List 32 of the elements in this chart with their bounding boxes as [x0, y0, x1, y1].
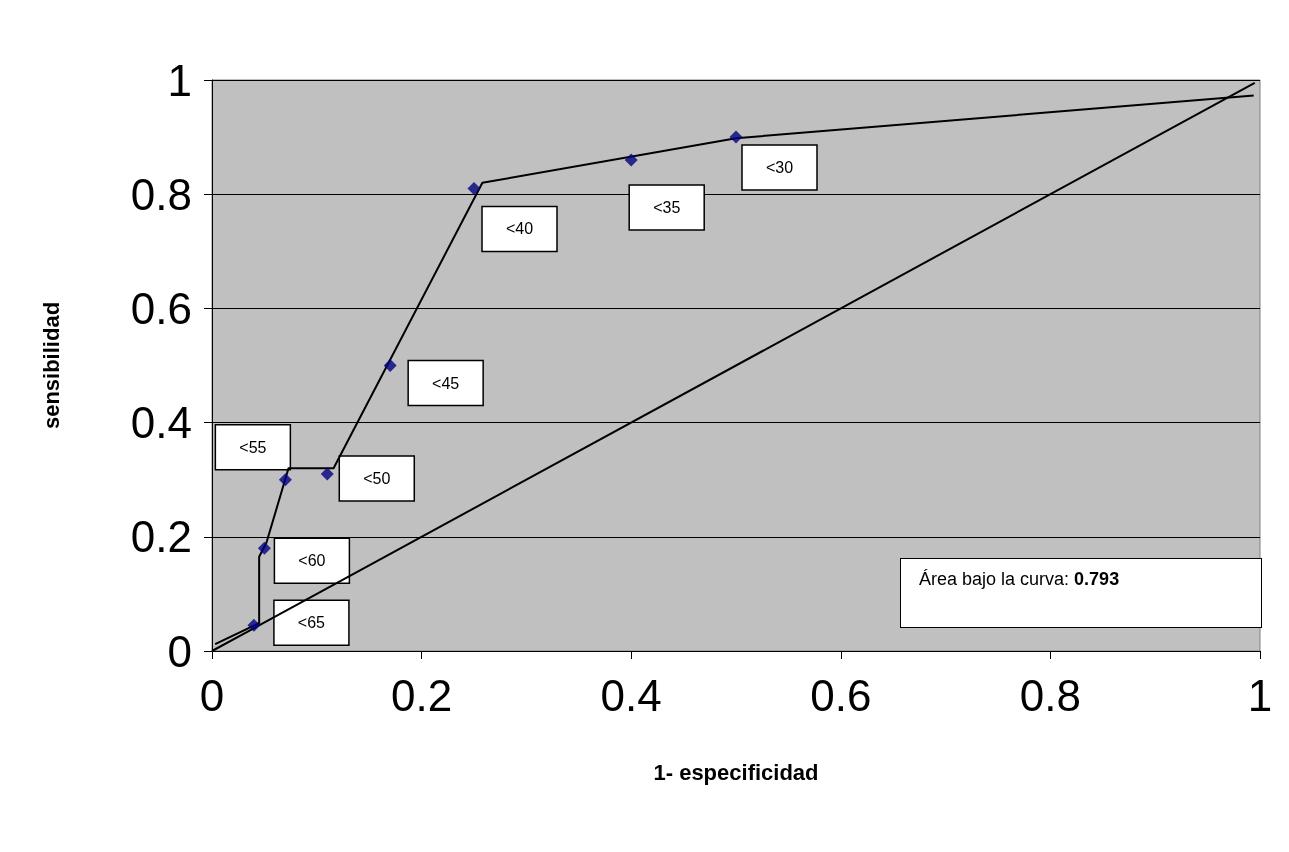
annotation: <50	[363, 469, 391, 487]
y-axis-title: sensibilidad	[38, 301, 64, 430]
x-axis-title: 1- especificidad	[653, 759, 819, 785]
x-tick-label: 0.4	[600, 670, 662, 720]
annotation: <45	[432, 374, 460, 392]
y-tick-label: 0.2	[130, 512, 192, 562]
y-tick-label: 0.6	[130, 283, 192, 333]
point	[257, 541, 271, 555]
y-tick-label: 0.4	[130, 398, 192, 448]
y-tick-label: 1	[167, 55, 192, 105]
x-tick-label: 0.2	[391, 670, 453, 720]
point	[624, 153, 638, 167]
annotation: <55	[239, 438, 267, 456]
point	[383, 359, 397, 372]
point	[320, 467, 334, 481]
x-tick-label: 0	[199, 670, 225, 720]
point	[247, 618, 261, 632]
annotation: <65	[297, 614, 326, 632]
annotation: <30	[765, 159, 794, 177]
y-tick-label: 0	[167, 626, 192, 676]
y-tick-label: 0.8	[130, 169, 192, 219]
point	[278, 473, 292, 487]
annotation: <40	[505, 220, 534, 238]
annotation: Área bajo la curva: 0.793	[919, 569, 1120, 589]
annotation: <35	[653, 198, 681, 216]
note-box: Área bajo la curva: 0.793	[900, 558, 1262, 628]
x-tick-label: 0.8	[1019, 670, 1081, 720]
point	[467, 181, 481, 195]
x-tick-label: 0.6	[810, 670, 872, 720]
annotation: <60	[298, 552, 326, 570]
x-tick-label: 1	[1247, 670, 1273, 720]
point	[729, 130, 743, 144]
